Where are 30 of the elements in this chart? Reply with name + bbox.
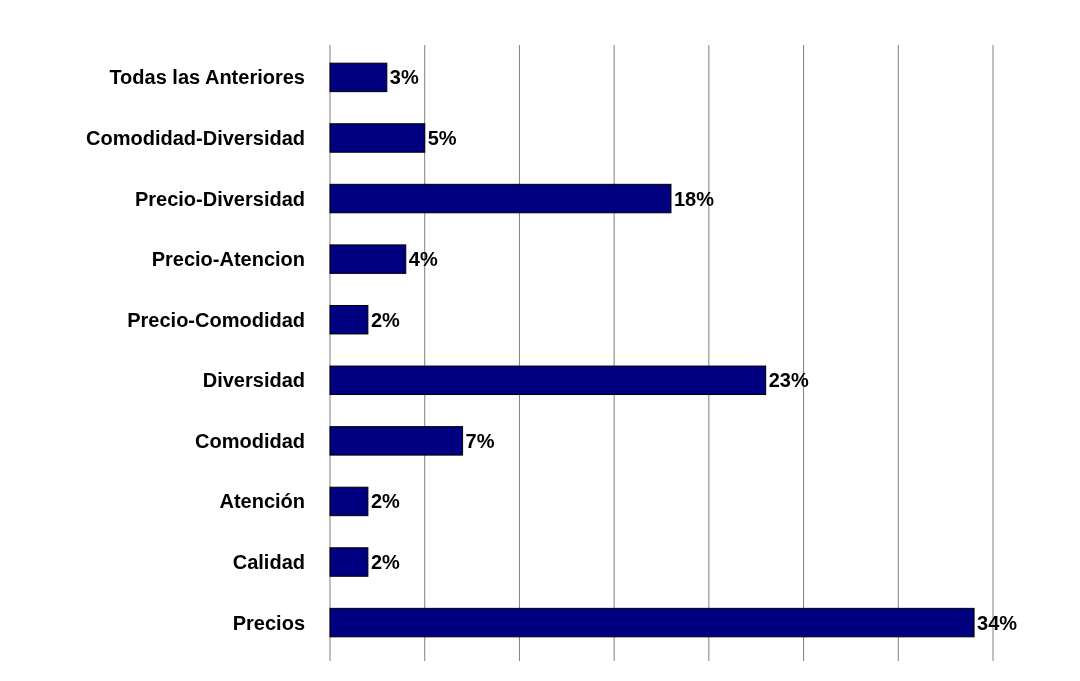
bar	[329, 62, 388, 93]
y-tick-label: Diversidad	[202, 369, 305, 392]
data-label: 2%	[370, 308, 401, 331]
y-tick-label: Precio-Comodidad	[127, 308, 305, 331]
bar	[329, 486, 369, 517]
bar	[329, 123, 426, 153]
bar	[329, 547, 369, 577]
data-label: 7%	[465, 429, 495, 452]
y-tick-label: Comodidad-Diversidad	[86, 126, 305, 149]
data-label: 4%	[408, 248, 438, 271]
bar	[329, 244, 407, 274]
bar	[329, 304, 369, 335]
bar	[329, 183, 672, 214]
y-tick-label: Atención	[219, 490, 305, 513]
data-label: 18%	[673, 187, 715, 210]
bar	[329, 607, 975, 638]
data-label: 5%	[427, 126, 457, 149]
y-tick-label: Comodidad	[195, 429, 305, 452]
data-label: 23%	[768, 369, 809, 392]
data-label: 2%	[370, 551, 401, 574]
y-tick-label: Todas las Anteriores	[109, 66, 305, 89]
data-label: 2%	[370, 490, 401, 513]
y-tick-label: Precio-Diversidad	[134, 187, 305, 210]
y-tick-label: Calidad	[232, 551, 305, 574]
data-label: 3%	[389, 66, 419, 89]
y-tick-label: Precios	[232, 611, 305, 634]
bar	[329, 365, 767, 396]
y-tick-label: Precio-Atencion	[151, 248, 305, 271]
data-label: 34%	[977, 611, 1018, 634]
bar	[329, 426, 464, 456]
